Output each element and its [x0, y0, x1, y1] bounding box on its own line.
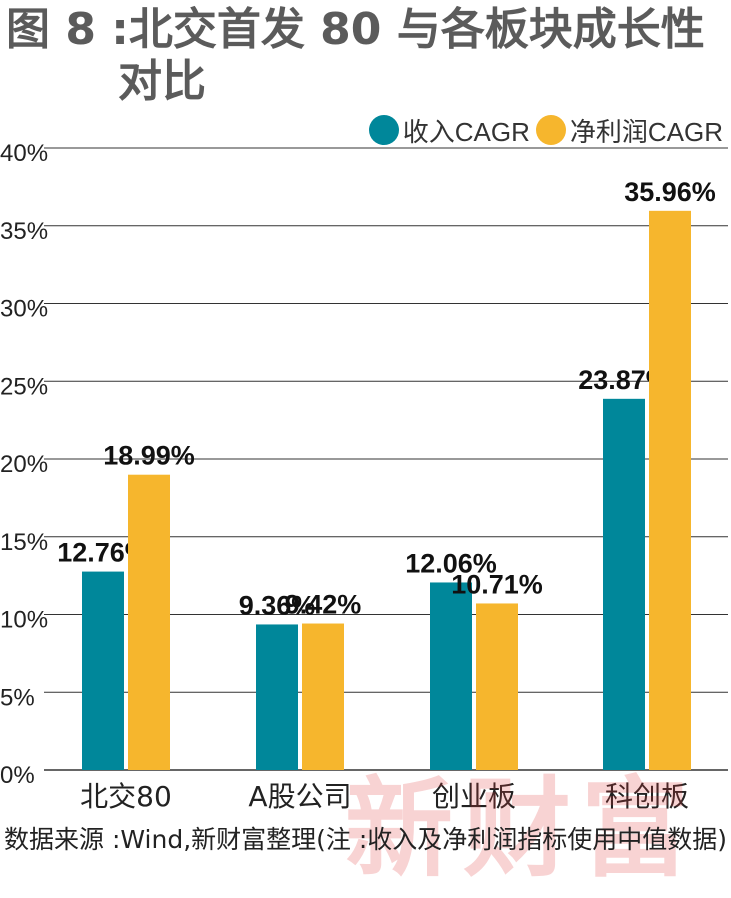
legend-label-revenue: 收入CAGR: [402, 116, 530, 147]
bar: [649, 210, 691, 770]
x-tick-label: 创业板: [432, 780, 516, 813]
y-tick-label: 5%: [0, 684, 35, 711]
bar: [603, 398, 645, 770]
bar: [302, 623, 344, 770]
legend: 收入CAGR 净利润CAGR: [368, 112, 723, 149]
y-tick-label: 35%: [0, 218, 48, 245]
legend-label-profit: 净利润CAGR: [569, 116, 723, 147]
bar-chart: 0%5%10%15%20%25%30%35%40%12.76%9.36%12.0…: [0, 140, 728, 813]
bar: [82, 571, 124, 770]
x-tick-label: A股公司: [248, 780, 351, 813]
legend-swatch-revenue: [368, 115, 399, 145]
y-tick-label: 40%: [0, 140, 48, 167]
legend-item-profit: 净利润CAGR: [535, 112, 723, 149]
source-note: 数据来源 :Wind,新财富整理(注 :收入及净利润指标使用中值数据): [4, 825, 728, 854]
data-label: 9.42%: [285, 590, 362, 620]
data-label: 9.36%: [239, 590, 316, 620]
bar: [476, 603, 518, 770]
bar: [128, 474, 170, 770]
bar: [430, 582, 472, 770]
data-label: 12.06%: [405, 548, 497, 578]
y-tick-label: 30%: [0, 296, 48, 323]
y-tick-label: 20%: [0, 451, 48, 478]
legend-swatch-profit: [535, 115, 566, 145]
x-tick-label: 科创板: [605, 780, 689, 813]
x-tick-label: 北交80: [80, 780, 172, 813]
data-label: 35.96%: [624, 177, 716, 207]
bar: [256, 624, 298, 770]
chart-title: 图 8 :北交首发 80 与各板块成长性 对比: [6, 4, 726, 108]
data-label: 10.71%: [451, 569, 543, 599]
chart-title-line1: 图 8 :北交首发 80 与各板块成长性: [6, 4, 705, 55]
data-label: 18.99%: [103, 441, 195, 471]
y-tick-label: 10%: [0, 607, 48, 634]
y-tick-label: 15%: [0, 529, 48, 556]
chart-title-line2: 对比: [118, 56, 206, 107]
y-tick-label: 0%: [0, 762, 35, 789]
legend-item-revenue: 收入CAGR: [368, 112, 530, 149]
y-tick-label: 25%: [0, 373, 48, 400]
